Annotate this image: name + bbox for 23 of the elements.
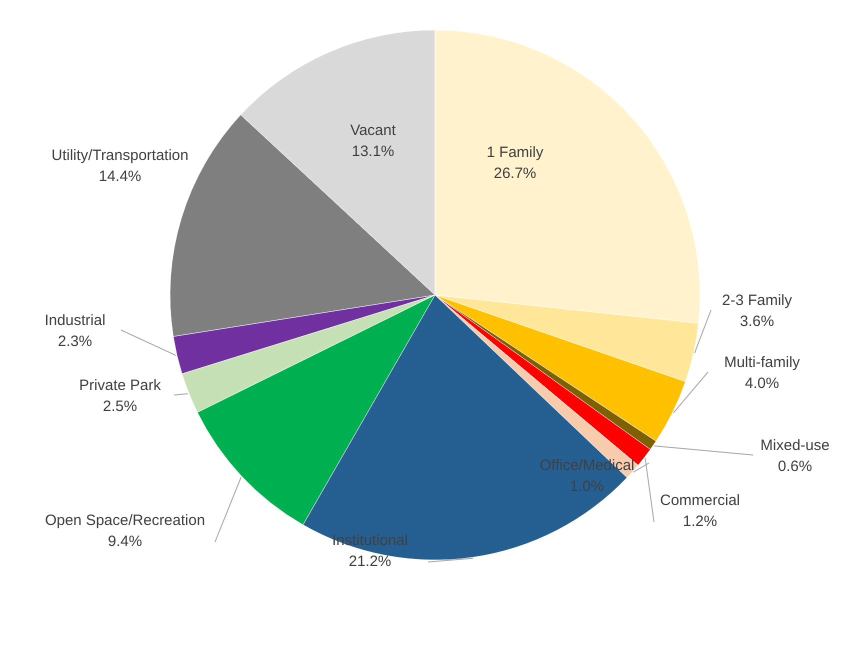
- data-label: 26.7%: [494, 165, 536, 182]
- data-label: 0.6%: [778, 458, 812, 475]
- data-label: 1.2%: [682, 513, 718, 530]
- slice-label: Industrial: [44, 312, 106, 329]
- slice-label: Multi-family: [724, 354, 800, 371]
- data-label: 2.3%: [58, 333, 92, 350]
- slice-label: 2-3 Family: [722, 292, 793, 309]
- data-label: 14.4%: [98, 168, 142, 185]
- slice-label: Mixed-use: [760, 437, 830, 454]
- slice-label: Private Park: [79, 377, 162, 394]
- data-label: 21.2%: [348, 553, 392, 570]
- slice-label: Open Space/Recreation: [44, 512, 206, 529]
- data-label: 4.0%: [744, 375, 780, 392]
- data-label: 3.6%: [740, 313, 774, 330]
- data-label: 2.5%: [102, 398, 138, 415]
- slice-label: Institutional: [332, 532, 408, 549]
- slice-label: Utility/Transportation: [52, 147, 188, 164]
- data-label: 9.4%: [108, 533, 142, 550]
- slice-label: Commercial: [660, 492, 740, 509]
- data-label: 13.1%: [352, 143, 394, 160]
- data-label: 1.0%: [570, 478, 604, 495]
- slice-label: Vacant: [350, 122, 397, 139]
- slice-label: 1 Family: [486, 144, 544, 161]
